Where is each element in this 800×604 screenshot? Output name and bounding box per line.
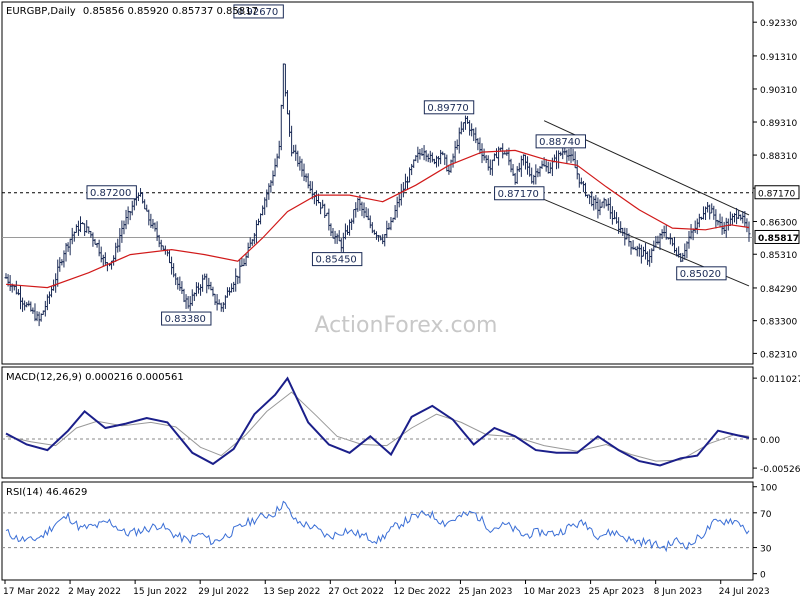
level-price-tag (754, 185, 800, 200)
moving-average-line (5, 149, 750, 289)
annotation-label: 0.89770 (427, 103, 468, 114)
macd-y-tick-label: 0.011027 (760, 375, 800, 385)
watermark: ActionForex.com (315, 313, 498, 338)
price-annotation: 0.83380 (161, 311, 212, 326)
level-price-tag (754, 229, 800, 244)
annotation-box (494, 186, 545, 201)
annotation-label: 0.85020 (680, 269, 721, 280)
price-annotation: 0.87170 (494, 186, 545, 201)
symbol-label: EURGBP,Daily (6, 6, 76, 17)
rsi-y-tick-label: 30 (760, 545, 772, 555)
price-y-tick-label: 0.85310 (760, 251, 797, 261)
annotation-box (311, 252, 363, 267)
x-tick-label: 12 Dec 2022 (393, 587, 451, 597)
price-annotation: 0.88740 (535, 134, 586, 149)
price-y-tick-label: 0.86300 (760, 219, 797, 229)
price-annotation: 0.89770 (423, 100, 475, 115)
level-price-label: 0.85817 (758, 234, 799, 244)
x-tick-label: 10 Mar 2023 (524, 587, 581, 597)
macd-header: MACD(12,26,9) 0.000216 0.000561 (6, 372, 184, 383)
rsi-y-tick-label: 70 (760, 510, 772, 520)
annotation-box (161, 311, 212, 326)
x-tick-label: 24 Jul 2023 (719, 587, 770, 597)
price-annotation: 0.87200 (86, 185, 137, 200)
x-tick-label: 25 Jan 2023 (458, 587, 512, 597)
price-annotation: 0.85450 (311, 252, 363, 267)
rsi-y-tick-label: 0 (760, 571, 766, 581)
annotation-label: 0.87170 (498, 189, 539, 200)
rsi-panel-frame (1, 481, 754, 581)
macd-y-tick-label: 0.00 (760, 436, 780, 446)
price-y-tick-label: 0.91310 (760, 53, 797, 63)
price-y-tick-label: 0.83300 (760, 318, 797, 328)
annotation-label: 0.85450 (315, 255, 356, 266)
annotation-box (86, 185, 137, 200)
price-header: EURGBP,Daily 0.85856 0.85920 0.85737 0.8… (6, 6, 258, 17)
rsi-y-tick-label: 100 (760, 484, 777, 494)
macd-y-tick-label: -0.005267 (760, 465, 800, 475)
x-tick-label: 27 Oct 2022 (328, 587, 384, 597)
price-y-tick-label: 0.84290 (760, 285, 797, 295)
level-price-label: 0.87170 (758, 189, 795, 199)
rsi-header: RSI(14) 46.4629 (6, 487, 87, 498)
x-tick-label: 25 Apr 2023 (589, 587, 645, 597)
x-tick-label: 17 Mar 2022 (3, 587, 60, 597)
macd-main-line (5, 376, 750, 467)
annotation-label: 0.92670 (237, 7, 278, 18)
price-y-tick-label: 0.82310 (760, 350, 797, 360)
rsi-layer (2, 500, 753, 553)
macd-layer (2, 376, 753, 467)
annotation-label: 0.88740 (539, 137, 580, 148)
annotation-label: 0.83380 (165, 314, 206, 325)
x-tick-label: 29 Jul 2022 (198, 587, 249, 597)
macd-signal-line (5, 391, 750, 462)
annotation-box (535, 134, 586, 149)
price-annotation: 0.85020 (676, 266, 727, 281)
price-y-tick-label: 0.90310 (760, 86, 797, 96)
macd-panel-frame (1, 366, 754, 479)
annotation-label: 0.87200 (90, 188, 131, 199)
price-layer: 0.92670 0.89770 0.88740 0.87200 0.87170 0.854… (2, 4, 753, 327)
price-y-tick-label: 0.89310 (760, 119, 797, 129)
price-annotation: 0.92670 (233, 4, 284, 19)
annotation-box (233, 4, 284, 19)
ohlc-values: 0.85856 0.85920 0.85737 0.85817 (83, 6, 258, 17)
price-y-tick-label: 0.92330 (760, 19, 797, 29)
price-panel-frame (1, 1, 754, 365)
x-tick-label: 15 Jun 2022 (133, 587, 187, 597)
x-tick-label: 2 May 2022 (68, 587, 121, 597)
rsi-line (5, 500, 750, 553)
x-tick-label: 8 Jun 2023 (654, 587, 702, 597)
x-tick-label: 13 Sep 2022 (263, 587, 320, 597)
price-y-tick-label: 0.88310 (760, 152, 797, 162)
annotation-box (423, 100, 475, 115)
axis-layer: 0.923300.913100.903100.893100.883100.873… (3, 19, 800, 597)
annotation-box (676, 266, 727, 281)
